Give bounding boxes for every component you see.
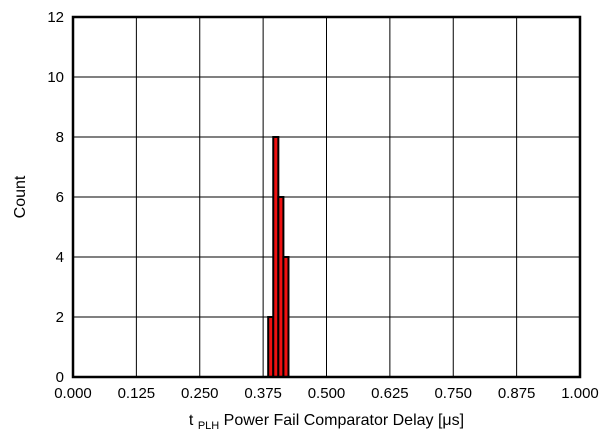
x-tick-labels: 0.000 0.125 0.250 0.375 0.500 0.625 0.750 0.875… [54,385,599,402]
x-tick-label: 0.250 [181,385,219,402]
x-tick-label: 0.375 [244,385,282,402]
x-axis-label-rest: Power Fail Comparator Delay [μs] [224,412,464,429]
plot-frame [71,15,582,379]
x-axis-label-subscript: PLH [198,420,219,432]
x-tick-label: 0.875 [498,385,536,402]
y-tick-label: 12 [47,9,64,26]
x-axis-label-main: t [189,412,194,429]
y-tick-label: 2 [56,309,64,326]
x-tick-label: 0.500 [308,385,346,402]
x-tick-label: 0.625 [371,385,409,402]
grid-lines [72,16,581,378]
y-tick-label: 8 [56,129,64,146]
y-tick-labels: 0 2 4 6 8 10 12 [47,9,64,386]
x-tick-label: 0.000 [54,385,92,402]
x-tick-label: 1.000 [561,385,599,402]
histogram-bar-3 [282,256,290,378]
y-tick-label: 10 [47,69,64,86]
x-tick-label: 0.750 [434,385,472,402]
y-tick-label: 0 [56,369,64,386]
y-axis-label: Count [12,175,29,218]
x-tick-label: 0.125 [118,385,156,402]
x-axis-label: t PLH Power Fail Comparator Delay [μs] [189,412,464,433]
y-tick-label: 4 [56,249,64,266]
y-tick-label: 6 [56,189,64,206]
